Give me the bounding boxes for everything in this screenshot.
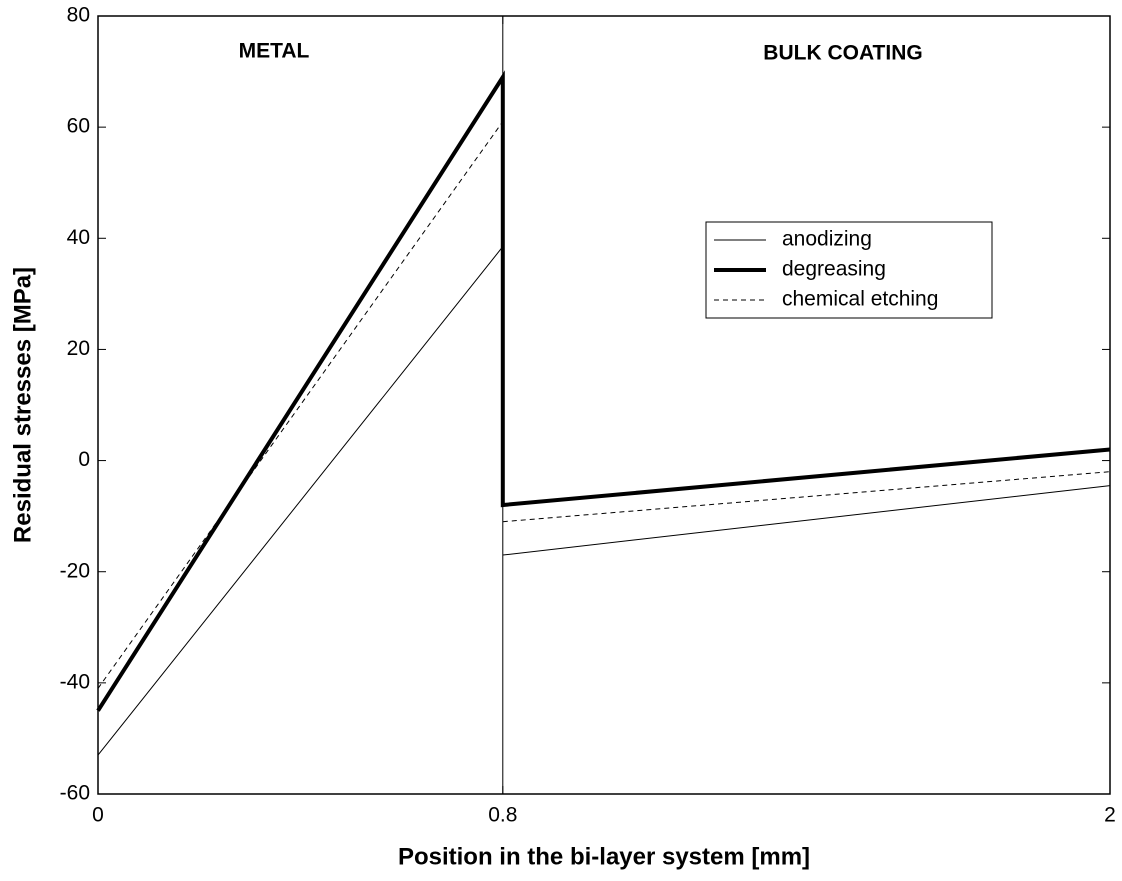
series-line [96, 70, 1111, 712]
y-tick-label: 20 [67, 337, 90, 360]
legend-label: chemical etching [782, 288, 938, 311]
y-axis-label: Residual stresses [MPa] [9, 267, 36, 543]
region-label: METAL [239, 40, 310, 63]
y-tick-label: 80 [67, 4, 90, 27]
series-line [97, 121, 1111, 689]
y-tick-label: -20 [60, 559, 90, 582]
series-line [97, 246, 1111, 756]
x-axis-label: Position in the bi-layer system [mm] [398, 843, 810, 870]
y-tick-label: -40 [60, 670, 90, 693]
x-tick-label: 0.8 [488, 804, 517, 827]
x-tick-label: 0 [92, 804, 104, 827]
y-tick-label: 40 [67, 226, 90, 249]
y-tick-label: 0 [78, 448, 90, 471]
y-tick-label: -60 [60, 782, 90, 805]
y-tick-label: 60 [67, 115, 90, 138]
region-label: BULK COATING [763, 42, 922, 65]
plot-frame [97, 15, 1111, 795]
legend-label: degreasing [782, 258, 886, 281]
x-tick-label: 2 [1104, 804, 1116, 827]
legend-label: anodizing [782, 228, 872, 251]
